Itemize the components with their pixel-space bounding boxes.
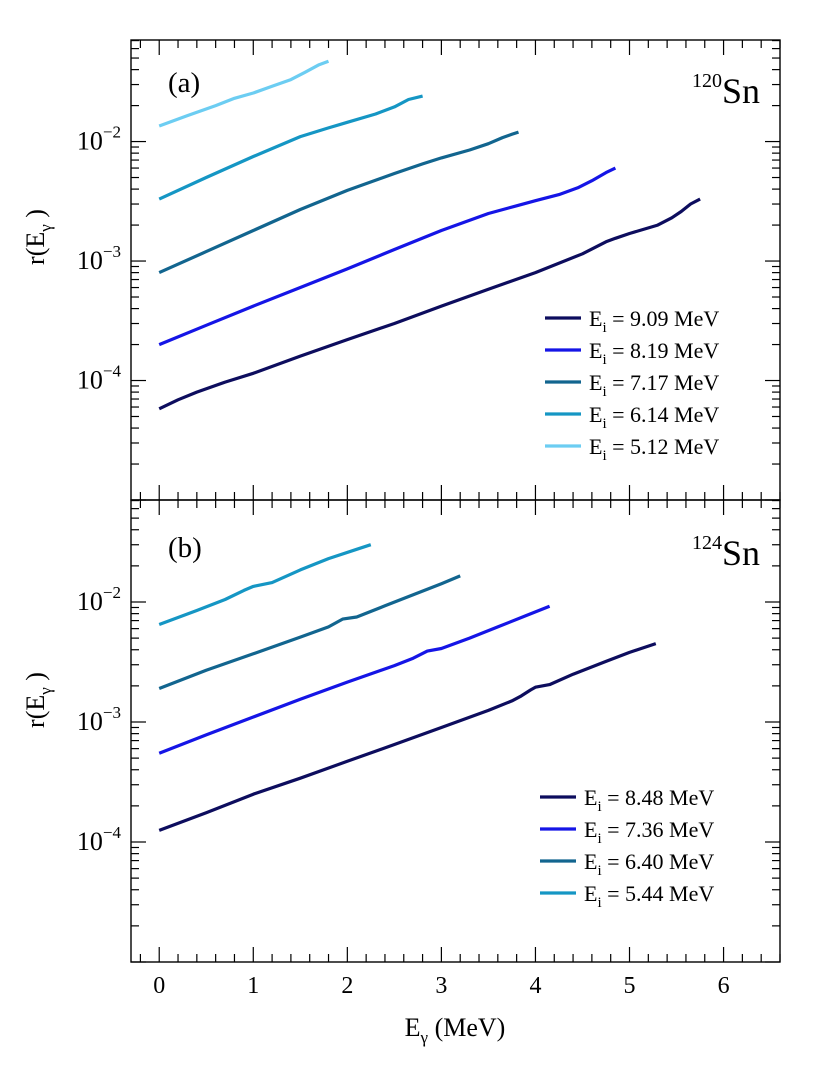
panel-b-ylabel-main: r(E [21,695,50,728]
x-tick-label: 4 [529,973,541,999]
x-axis-label: Eγ (MeV) [405,1013,506,1047]
legend-label: Ei = 8.48 MeV [584,785,714,815]
y-tick-label: 10−2 [77,123,121,156]
x-tick-label: 0 [153,973,165,999]
panel-a-ylabel-sub: γ [36,224,55,233]
y-tick-label: 10−2 [77,583,121,616]
legend-label: Ei = 7.36 MeV [584,817,714,847]
series-line-3 [158,94,423,201]
y-tick-label: 10−4 [77,362,122,395]
x-tick-labels: 0 1 2 3 4 5 6 [153,973,729,999]
panel-b-frame [130,499,781,963]
x-tick-label: 1 [247,973,259,999]
series-line-4 [158,59,330,128]
y-tick-label: 10−4 [77,823,122,856]
panel-b: 10−4 10−3 10−2 (b) 124Sn r(Eγ ) Ei = 8.48 … [21,499,781,963]
panel-a-ylabel-main: r(E [21,232,50,265]
legend-label: Ei = 9.09 MeV [589,306,719,336]
series-line-0 [158,197,701,411]
panel-b-series [158,543,657,832]
panel-b-label: (b) [168,532,202,564]
legend-label: Ei = 5.44 MeV [584,881,714,911]
panel-b-ylabel-sub: γ [36,687,55,696]
series-line-1 [158,604,551,755]
x-axis-label-sub: γ [420,1028,429,1047]
panel-b-isotope: 124Sn [692,532,760,573]
panel-b-isotope-mass: 124 [692,532,722,554]
y-tick-label: 10−3 [77,242,121,275]
panel-b-ylabel-close: ) [21,672,50,687]
panel-a-isotope-mass: 120 [692,70,722,92]
x-axis-label-unit: (MeV) [428,1013,505,1042]
y-tick-label: 10−3 [77,703,121,736]
panel-b-y-axis-label: r(Eγ ) [21,672,55,728]
series-line-2 [158,574,461,690]
panel-a-isotope-symbol: Sn [722,71,760,111]
legend-label: Ei = 6.14 MeV [589,402,719,432]
x-axis-label-main: E [405,1013,421,1042]
panel-a-ticks: 10−4 10−3 10−2 [77,39,781,501]
panel-a-y-axis-label: r(Eγ ) [21,209,55,265]
series-line-3 [158,543,372,626]
series-line-2 [158,130,520,275]
panel-a-isotope: 120Sn [692,70,760,111]
panel-a-ylabel-close: ) [21,209,50,224]
panel-b-ticks: 10−4 10−3 10−2 [77,499,781,963]
x-tick-label: 2 [341,973,353,999]
panel-a-label: (a) [168,67,200,99]
x-tick-label: 3 [435,973,447,999]
legend-label: Ei = 7.17 MeV [589,370,719,400]
panel-a-series [158,59,701,411]
panel-a-frame [130,39,781,501]
series-line-0 [158,642,657,832]
panel-b-isotope-symbol: Sn [722,533,760,573]
panel-a: 10−4 10−3 10−2 (a) 120Sn r(Eγ ) Ei = 9.09 … [21,39,781,501]
legend-label: Ei = 8.19 MeV [589,338,719,368]
x-tick-label: 5 [624,973,636,999]
legend-label: Ei = 6.40 MeV [584,849,714,879]
series-line-1 [158,166,617,347]
x-tick-label: 6 [718,973,730,999]
legend-label: Ei = 5.12 MeV [589,434,719,464]
